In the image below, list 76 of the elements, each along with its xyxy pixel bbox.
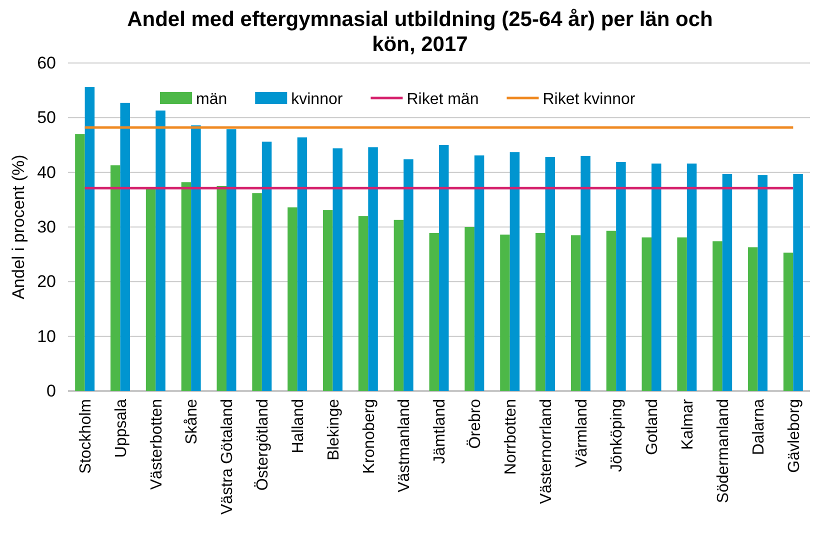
y-tick-label: 20 [37,272,56,292]
bar [652,164,662,391]
bar [156,110,166,391]
x-tick-label: Västernorrland [538,399,555,504]
bar [216,186,226,391]
bar [252,193,262,391]
x-tick-label: Jämtland [432,399,449,464]
bar [570,235,581,391]
bar [368,147,378,391]
bar [758,175,768,391]
x-tick-label: Norrbotten [502,399,520,475]
bar [642,237,652,391]
bar [394,220,404,391]
bar [226,129,236,391]
bar [332,148,342,391]
y-axis-title: Andel i procent (%) [9,154,28,300]
x-tick-label: Stockholm [77,399,94,474]
bar [474,155,484,391]
bar [722,174,732,391]
bar [404,159,414,391]
bar [297,137,308,391]
bar [120,102,130,391]
x-tick-label: Dalarna [750,398,768,456]
y-tick-label: 60 [37,53,56,72]
legend-label: Riket män [406,91,479,108]
bar [536,233,546,391]
legend-label: män [196,91,228,108]
x-tick-label: Västra Götaland [219,399,236,515]
bar [429,233,439,391]
bar [793,174,803,391]
bar [323,210,333,391]
bar [783,252,794,391]
x-tick-label: Västmanland [396,399,414,492]
x-tick-label: Kronoberg [360,399,378,474]
bar [84,87,95,391]
x-tick-label: Gotland [644,399,662,456]
bar [510,152,520,391]
legend-label: kvinnor [291,91,344,108]
bar [191,125,201,391]
y-tick-label: 0 [46,381,56,400]
bar [181,182,192,391]
x-tick-label: Blekinge [325,398,342,460]
x-tick-label: Uppsala [112,398,130,458]
bar [439,145,449,391]
bar [75,134,85,391]
x-tick-label: Halland [290,399,307,454]
x-tick-label: Västerbotten [148,399,166,490]
bar [288,207,298,391]
x-tick-label: Jönköping [608,399,626,472]
bar [358,216,368,391]
y-tick-label: 40 [37,162,56,182]
bar [686,164,697,391]
bar [616,162,626,391]
bar [146,188,156,391]
bar [677,237,687,391]
x-tick-label: Södermanland [714,399,732,504]
bar [110,165,120,391]
y-tick-label: 10 [37,326,56,346]
x-tick-label: Skåne [184,398,201,444]
x-tick-label: Gävleborg [786,399,803,473]
x-tick-label: Värmland [573,399,590,468]
bar [712,241,722,391]
x-tick-label: Örebro [466,398,484,449]
x-tick-label: Östergötland [254,399,272,491]
bar [464,227,474,391]
bar [606,230,616,391]
bar [500,234,510,391]
legend-label: Riket kvinnor [542,91,636,108]
y-tick-label: 50 [37,108,56,128]
chart-title: Andel med eftergymnasial utbildning (25-64 år) per län och kön, 2017 [127,8,713,56]
bar [262,142,272,391]
x-tick-label: Kalmar [680,398,697,450]
y-tick-label: 30 [37,217,56,236]
bar [545,157,555,391]
bar [748,247,758,391]
bar [580,156,590,391]
